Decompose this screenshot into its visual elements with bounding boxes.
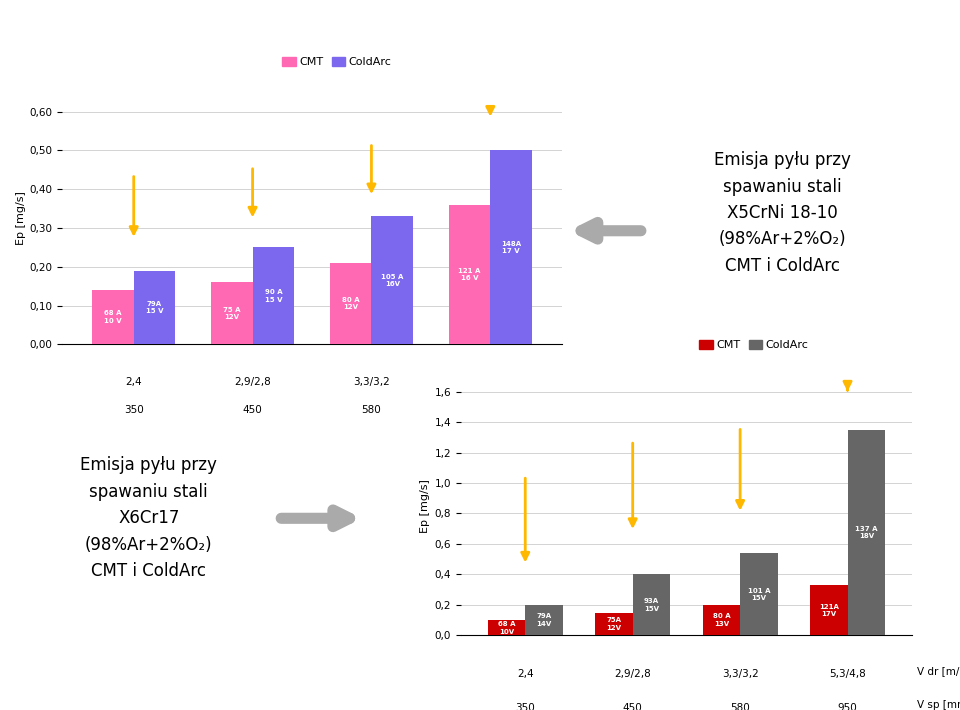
Text: V sp[mm/min]: V sp[mm/min] bbox=[566, 405, 641, 415]
Text: 2,9/2,8: 2,9/2,8 bbox=[614, 669, 651, 679]
Bar bbox=[372, 217, 413, 344]
Text: 79A
15 V: 79A 15 V bbox=[146, 301, 163, 315]
Text: 80 A
12V: 80 A 12V bbox=[342, 297, 359, 310]
Text: 68 A
10V: 68 A 10V bbox=[497, 621, 516, 635]
Bar bbox=[848, 430, 885, 635]
Legend: CMT, ColdArc: CMT, ColdArc bbox=[695, 335, 813, 354]
Text: Emisja pyłu przy
spawaniu stali
X6Cr17
(98%Ar+2%O₂)
CMT i ColdArc: Emisja pyłu przy spawaniu stali X6Cr17 (… bbox=[81, 457, 217, 580]
Text: 2,4: 2,4 bbox=[126, 377, 142, 387]
Text: V sp [mm/min]: V sp [mm/min] bbox=[917, 700, 960, 710]
Text: 950: 950 bbox=[838, 703, 857, 710]
Text: 580: 580 bbox=[731, 703, 750, 710]
Text: 450: 450 bbox=[243, 405, 262, 415]
Text: 121A
17V: 121A 17V bbox=[819, 604, 839, 617]
Text: 3,3/3,2: 3,3/3,2 bbox=[722, 669, 758, 679]
Text: 5,3/4,8: 5,3/4,8 bbox=[472, 377, 509, 387]
Text: 105 A
16V: 105 A 16V bbox=[381, 273, 403, 287]
Text: 101 A
15V: 101 A 15V bbox=[748, 588, 770, 601]
Bar bbox=[810, 585, 848, 635]
Bar bbox=[252, 247, 294, 344]
Bar bbox=[448, 204, 491, 344]
Text: 137 A
18V: 137 A 18V bbox=[855, 526, 877, 540]
Text: 79A
14V: 79A 14V bbox=[537, 613, 552, 627]
Text: Program Wieloletni: Program Wieloletni bbox=[13, 13, 132, 26]
Text: 3,3/3,2: 3,3/3,2 bbox=[353, 377, 390, 387]
Text: V dr [m/min]: V dr [m/min] bbox=[566, 375, 633, 385]
Text: www.is.gliwice.pl: www.is.gliwice.pl bbox=[19, 687, 126, 701]
Text: 950: 950 bbox=[480, 405, 500, 415]
Y-axis label: Ep [mg/s]: Ep [mg/s] bbox=[420, 479, 430, 532]
Bar bbox=[211, 283, 252, 344]
Bar bbox=[488, 621, 525, 635]
Bar bbox=[330, 263, 372, 344]
Text: 68 A
10 V: 68 A 10 V bbox=[104, 310, 122, 324]
Text: 450: 450 bbox=[623, 703, 642, 710]
Text: 5,3/4,8: 5,3/4,8 bbox=[829, 669, 866, 679]
Text: 2,9/2,8: 2,9/2,8 bbox=[234, 377, 271, 387]
Bar bbox=[525, 605, 563, 635]
Text: 90 A
15 V: 90 A 15 V bbox=[265, 289, 282, 302]
Bar bbox=[133, 271, 176, 344]
Legend: CMT, ColdArc: CMT, ColdArc bbox=[277, 53, 396, 72]
Bar bbox=[595, 613, 633, 635]
Text: 350: 350 bbox=[124, 405, 144, 415]
Bar bbox=[491, 151, 532, 344]
Text: 148A
17 V: 148A 17 V bbox=[501, 241, 521, 254]
Text: 93A
15V: 93A 15V bbox=[644, 599, 660, 612]
Text: 580: 580 bbox=[362, 405, 381, 415]
Text: pn. „Poprawa bezpieczeństwa i warunków pracy": pn. „Poprawa bezpieczeństwa i warunków p… bbox=[13, 33, 400, 48]
Bar bbox=[703, 605, 740, 635]
Text: V dr [m/min]: V dr [m/min] bbox=[917, 667, 960, 677]
Text: 2,4: 2,4 bbox=[516, 669, 534, 679]
Text: 80 A
13V: 80 A 13V bbox=[712, 613, 731, 627]
Text: 121 A
16 V: 121 A 16 V bbox=[458, 268, 481, 281]
Bar bbox=[633, 574, 670, 635]
Text: 75A
12V: 75A 12V bbox=[607, 617, 621, 630]
Bar bbox=[92, 290, 133, 344]
Text: 350: 350 bbox=[516, 703, 535, 710]
Y-axis label: Ep [mg/s]: Ep [mg/s] bbox=[15, 192, 26, 245]
Text: etap II  / 2011-2013: etap II / 2011-2013 bbox=[13, 58, 167, 72]
Bar bbox=[740, 553, 778, 635]
Text: 75 A
12V: 75 A 12V bbox=[223, 307, 241, 320]
Text: Emisja pyłu przy
spawaniu stali
X5CrNi 18-10
(98%Ar+2%O₂)
CMT i ColdArc: Emisja pyłu przy spawaniu stali X5CrNi 1… bbox=[714, 151, 851, 275]
